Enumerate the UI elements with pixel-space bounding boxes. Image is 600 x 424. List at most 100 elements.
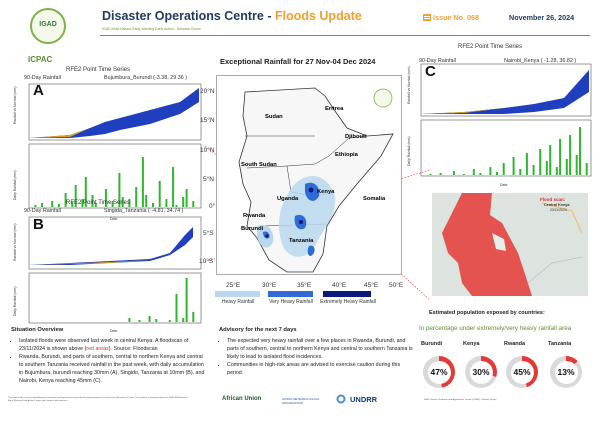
panel-b-ylabel-top: Rainfall vs Normal (mm) (13, 223, 17, 261)
daily-rain-bar (135, 187, 138, 207)
lon-label: 50°E (389, 282, 404, 289)
situation-b1-red: red areas (86, 346, 109, 352)
exposure-donut: 45% (506, 356, 538, 388)
page-title: Disaster Operations Centre - Floods Upda… (102, 9, 362, 23)
flood-scan-title: Flood scan: (540, 197, 566, 202)
daily-rain-bar (519, 169, 522, 175)
daily-rain-bar (34, 205, 37, 207)
daily-rain-bar (128, 318, 131, 322)
rainfall-map: Sudan Eritrea Djibouti Ethiopia South Su… (216, 75, 402, 275)
daily-rain-bar (141, 157, 144, 207)
daily-rain-bar (192, 312, 195, 322)
daily-rain-bar (585, 163, 588, 175)
panel-b-daily-bars (128, 278, 195, 322)
partner-wmo: WORLD METEOROLOGICAL ORGANIZATION (282, 397, 320, 405)
issue-date: November 26, 2024 (509, 13, 575, 22)
legend-label-extreme: Extremely Heavy Rainfall (320, 299, 376, 305)
daily-rain-bar (192, 201, 195, 207)
panel-c-daily-bars (429, 127, 588, 175)
daily-rain-bar (158, 181, 161, 207)
panel-c-title: RFE2 Point Time Series (458, 44, 523, 50)
exposure-country-label: Burundi (421, 341, 443, 347)
daily-rain-bar (84, 177, 87, 207)
daily-rain-bar (532, 165, 535, 175)
exposure-percentage: 45% (510, 360, 534, 384)
panel-a-ylabel-top: Rainfall vs Normal (mm) (13, 86, 17, 124)
daily-rain-bar (168, 320, 171, 322)
flood-scan-place: Central Kenya (544, 203, 570, 207)
daily-rain-bar (462, 174, 465, 175)
panel-b-location: Singida_Tanzania ( -4.81, 34.74 ) (104, 208, 184, 214)
lat-label: 5°S (203, 230, 214, 237)
panel-b-series: 90-Day Rainfall (24, 208, 61, 214)
daily-rain-bar (155, 319, 158, 322)
panel-c-location: Nairobi_Kenya ( -1.28, 36.82 ) (504, 58, 577, 64)
country-uganda: Uganda (277, 196, 299, 202)
country-somalia: Somalia (363, 196, 386, 202)
daily-rain-bar (182, 318, 185, 322)
situation-b1-post: ). Source: Floodscan (108, 346, 158, 352)
daily-rain-bar (118, 173, 121, 207)
advisory-bullet: The expected very heavy rainfall over a … (227, 337, 414, 361)
panel-a-location: Bujumbura_Burundi (-3.38, 29.36 ) (104, 75, 188, 81)
daily-rain-bar (152, 203, 154, 207)
daily-rain-bar (545, 161, 548, 175)
exposure-percentage: 47% (427, 360, 451, 384)
legend-swatch-heavy (215, 291, 260, 297)
map-igad-logo (373, 88, 393, 108)
daily-rain-bar (512, 157, 515, 175)
daily-rain-bar (472, 169, 475, 175)
country-djibouti: Djibouti (345, 134, 367, 140)
daily-rain-bar (64, 193, 67, 207)
panel-b-letter: B (33, 216, 44, 233)
daily-rain-bar (111, 201, 114, 207)
map-canvas: Sudan Eritrea Djibouti Ethiopia South Su… (217, 76, 401, 274)
daily-rain-bar (549, 145, 552, 175)
panel-a-wet-area (29, 88, 199, 138)
panel-a-chart: Rainfall vs Normal (mm) Daily Rainfall (… (13, 83, 202, 221)
panel-a-daily-bars (34, 157, 195, 207)
daily-rain-bar (496, 172, 498, 175)
exposure-country-label: Kenya (463, 341, 480, 347)
country-kenya: Kenya (317, 189, 335, 195)
exposure-donut: 47% (423, 356, 455, 388)
footer-disclaimer: This work builds on the methodological i… (8, 397, 188, 402)
daily-rain-bar (579, 127, 581, 175)
panel-b-xlabel: Date (110, 329, 117, 333)
daily-rain-bar (539, 149, 542, 175)
daily-rain-bar (74, 185, 77, 207)
legend-label-very-heavy: Very Heavy Rainfall (269, 299, 313, 305)
panel-b-chart: Rainfall vs Normal (mm) Daily Rainfall (… (13, 216, 202, 333)
situation-bullet: Rwanda, Burundi, and parts of southern, … (19, 353, 206, 385)
panel-c-series: 90-Day Rainfall (419, 58, 456, 64)
daily-rain-bar (57, 204, 60, 207)
situation-list: Isolated floods were observed last week … (11, 337, 206, 385)
daily-rain-bar (94, 203, 97, 207)
daily-rain-bar (439, 173, 442, 175)
country-burundi: Burundi (241, 226, 264, 232)
panel-a-ylabel-bottom: Daily Rainfall (mm) (13, 170, 17, 200)
country-eritrea: Eritrea (325, 106, 344, 112)
country-sudan: Sudan (265, 114, 283, 120)
daily-rain-bar (185, 278, 188, 322)
lat-label: 20°N (200, 88, 215, 95)
lat-label: 10°S (199, 258, 214, 265)
panel-c-dry-area (421, 108, 504, 114)
daily-rain-bar (104, 189, 107, 207)
extreme-rainfall-areas (265, 187, 314, 238)
daily-rain-bar (51, 201, 54, 207)
legend-swatch-extreme (323, 291, 371, 297)
lat-label: 15°N (200, 117, 215, 124)
daily-rain-bar (165, 199, 168, 207)
title-highlight: Floods Update (274, 9, 362, 23)
partner-african-union: African Union (222, 396, 262, 402)
daily-rain-bar (182, 197, 185, 207)
daily-rain-bar (525, 153, 528, 175)
lat-label: 10°N (200, 147, 215, 154)
lat-label: 0° (209, 203, 216, 210)
un-emblem-icon (336, 394, 346, 404)
daily-rain-bar (91, 195, 94, 207)
daily-rain-bar (71, 202, 74, 207)
advisory-bullet: Communities in high-risk areas are advis… (227, 361, 414, 377)
